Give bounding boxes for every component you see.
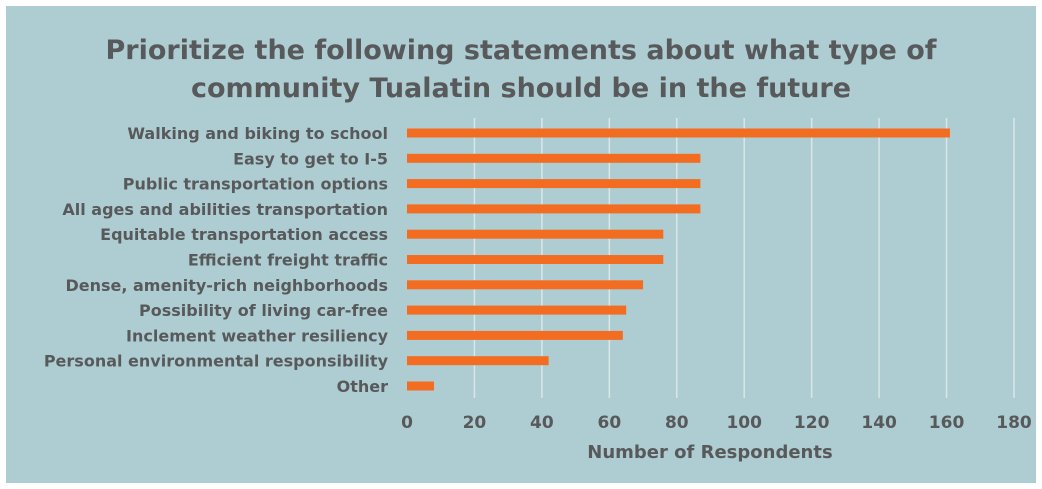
bar-1 xyxy=(407,153,701,163)
category-label-8: Inclement weather resiliency xyxy=(126,326,389,345)
x-tick-label-100: 100 xyxy=(726,413,762,433)
bar-6 xyxy=(407,280,644,290)
category-labels: Walking and biking to school Easy to get … xyxy=(44,124,389,396)
x-tick-label-160: 160 xyxy=(929,413,965,433)
category-label-0: Walking and biking to school xyxy=(127,124,388,143)
chart-panel: Prioritize the following statements abou… xyxy=(6,6,1036,483)
x-tick-label-20: 20 xyxy=(463,413,487,433)
category-label-10: Other xyxy=(337,377,388,396)
bar-2 xyxy=(407,179,701,189)
category-label-7: Possibility of living car-free xyxy=(139,301,388,320)
category-label-3: All ages and abilities transportation xyxy=(62,200,388,219)
bar-3 xyxy=(407,204,701,214)
category-label-5: Efficient freight traffic xyxy=(188,251,388,270)
x-tick-label-0: 0 xyxy=(401,413,413,433)
bar-8 xyxy=(407,330,623,340)
x-tick-label-40: 40 xyxy=(530,413,554,433)
x-tick-labels: 0 20 40 60 80 100 120 140 160 180 xyxy=(401,413,1032,433)
x-tick-label-60: 60 xyxy=(597,413,621,433)
x-tick-label-80: 80 xyxy=(665,413,689,433)
category-label-4: Equitable transportation access xyxy=(100,225,388,244)
category-label-6: Dense, amenity-rich neighborhoods xyxy=(65,276,388,295)
bar-7 xyxy=(407,305,627,315)
category-label-2: Public transportation options xyxy=(123,175,388,194)
x-tick-label-120: 120 xyxy=(794,413,830,433)
x-tick-label-180: 180 xyxy=(996,413,1032,433)
chart-title-line-1: Prioritize the following statements abou… xyxy=(105,35,937,66)
x-tick-label-140: 140 xyxy=(861,413,897,433)
bar-0 xyxy=(407,128,950,138)
bar-5 xyxy=(407,255,664,264)
category-label-1: Easy to get to I-5 xyxy=(233,149,388,168)
bar-4 xyxy=(407,229,664,239)
chart-title: Prioritize the following statements abou… xyxy=(6,32,1036,108)
bars xyxy=(407,128,950,391)
bar-9 xyxy=(407,356,549,366)
bar-10 xyxy=(407,381,434,391)
chart-title-line-2: community Tualatin should be in the futu… xyxy=(190,73,852,104)
x-axis-title: Number of Respondents xyxy=(587,442,832,463)
category-label-9: Personal environmental responsibility xyxy=(44,352,389,371)
bar-chart: Walking and biking to school Easy to get … xyxy=(44,118,1032,463)
